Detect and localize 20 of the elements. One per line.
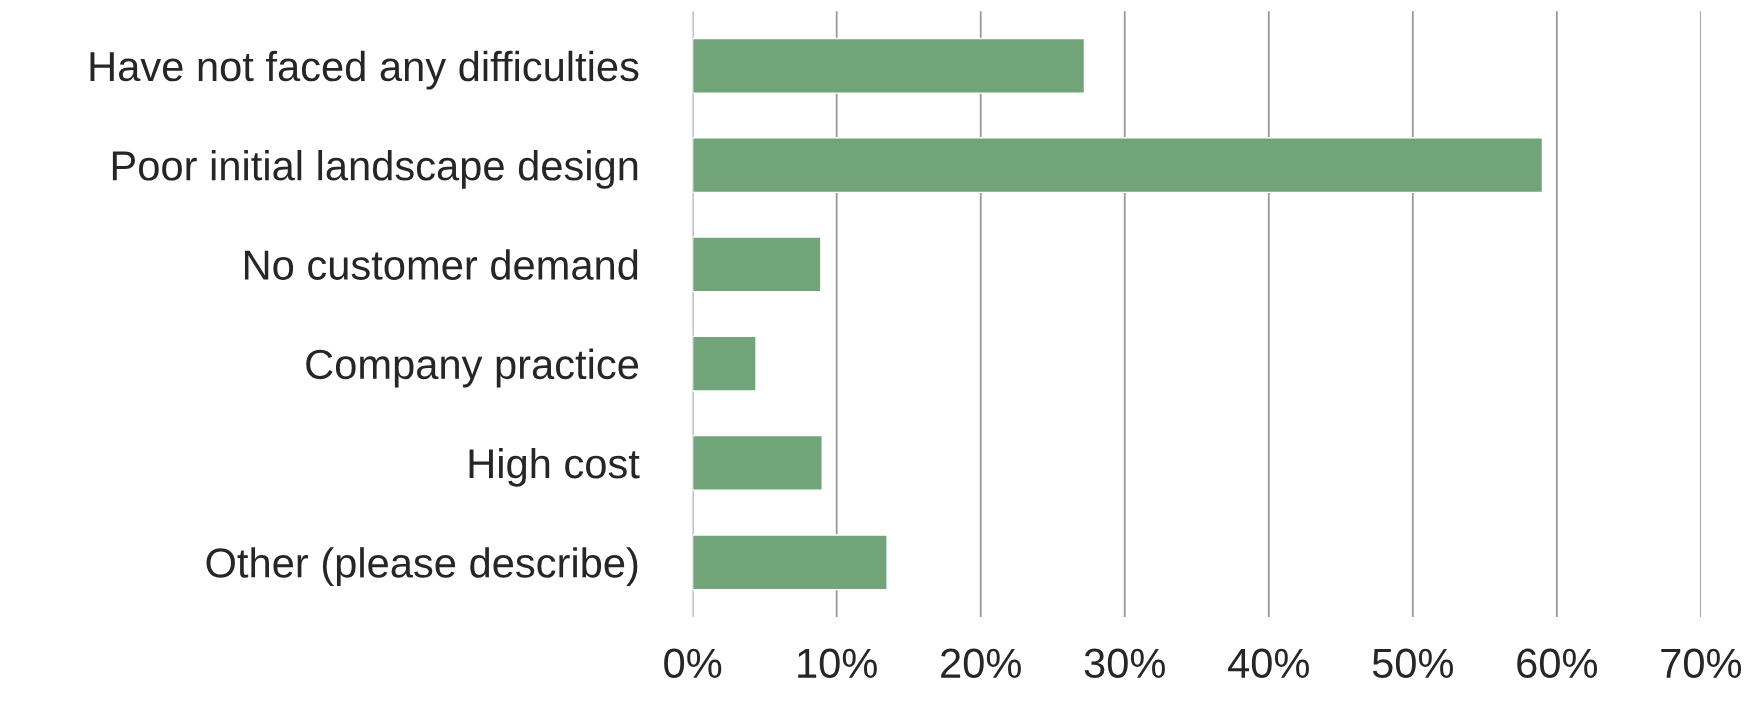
y-tick-label: Company practice — [306, 348, 639, 388]
x-tick-label: 40% — [1228, 648, 1309, 679]
bar — [692, 236, 822, 293]
bar — [692, 335, 757, 392]
x-tick-label: 50% — [1372, 648, 1454, 679]
y-tick-label: Poor initial landscape design — [112, 150, 638, 189]
x-tick-label: 60% — [1517, 648, 1598, 679]
y-tick-label: Have not faced any difficulties — [90, 50, 639, 90]
x-tick-label: 70% — [1661, 648, 1742, 679]
bar — [692, 37, 1086, 94]
bar — [692, 434, 823, 491]
x-tick-label: 0% — [664, 648, 722, 679]
y-tick-label: High cost — [469, 447, 640, 487]
x-tick-label: 20% — [941, 648, 1021, 679]
y-tick-label: No customer demand — [244, 249, 638, 280]
bar — [692, 137, 1544, 194]
x-tick-label: 30% — [1084, 648, 1165, 679]
x-tick-label: 10% — [798, 648, 877, 679]
bar — [692, 534, 888, 591]
y-tick-label: Other (please describe) — [206, 547, 638, 587]
